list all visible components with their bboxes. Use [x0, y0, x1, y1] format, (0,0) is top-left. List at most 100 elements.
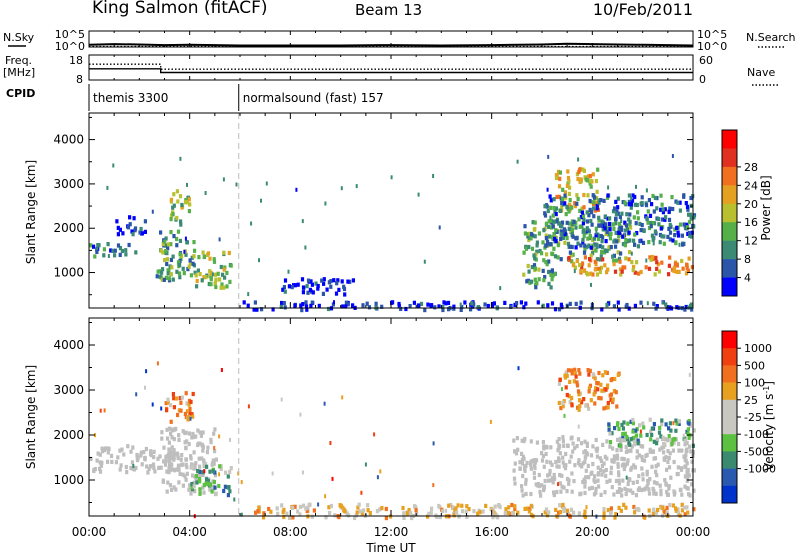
scatter-cell: [521, 473, 525, 479]
scatter-cell: [281, 510, 285, 515]
velocity-colorbar-tick-label: -100: [744, 428, 769, 441]
scatter-cell: [667, 263, 671, 268]
scatter-cell: [305, 284, 309, 289]
scatter-cell: [607, 221, 612, 227]
scatter-cell: [452, 513, 456, 518]
scatter-cell: [606, 400, 610, 406]
scatter-cell: [547, 219, 551, 224]
scatter-cell: [195, 278, 199, 284]
scatter-cell: [560, 205, 564, 210]
scatter-cell: [689, 195, 693, 201]
time-tick-label: 00:00: [676, 525, 711, 539]
freq-y-tick-label: 18: [69, 54, 83, 67]
scatter-cell: [602, 469, 606, 474]
scatter-cell: [640, 466, 644, 471]
scatter-cell: [551, 224, 555, 229]
scatter-cell: [195, 480, 199, 485]
scatter-cell: [164, 236, 168, 241]
scatter-cell: [652, 480, 657, 485]
velocity-colorbar-tick-label: -1000: [744, 463, 776, 476]
scatter-cell: [680, 233, 684, 238]
isolated-echo: [265, 181, 268, 186]
power-colorbar-tick-label: 8: [744, 253, 751, 266]
scatter-cell: [590, 485, 594, 490]
scatter-cell: [548, 472, 552, 477]
scatter-cell: [556, 255, 560, 260]
scatter-cell: [576, 241, 580, 246]
scatter-cell: [153, 469, 157, 474]
scatter-cell: [520, 484, 524, 489]
scatter-cell: [146, 470, 150, 475]
scatter-cell: [192, 450, 196, 455]
scatter-cell: [171, 428, 175, 433]
scatter-cell: [580, 210, 584, 215]
scatter-cell: [346, 279, 350, 284]
scatter-cell: [542, 464, 546, 469]
scatter-cell: [652, 236, 656, 241]
scatter-cell: [205, 464, 209, 469]
scatter-cell: [665, 505, 669, 510]
scatter-cell: [564, 451, 568, 457]
scatter-cell: [351, 278, 355, 283]
scatter-cell: [544, 451, 548, 457]
scatter-cell: [623, 220, 627, 225]
scatter-cell: [549, 198, 553, 203]
scatter-cell: [455, 510, 459, 515]
scatter-cell: [640, 200, 644, 206]
scatter-cell: [566, 368, 571, 373]
scatter-cell: [527, 244, 531, 250]
scatter-cell: [646, 478, 650, 483]
scatter-cell: [561, 400, 565, 405]
scatter-cell: [643, 486, 648, 491]
isolated-echo: [324, 201, 327, 206]
scatter-cell: [228, 469, 232, 474]
scatter-cell: [639, 433, 643, 438]
scatter-cell: [159, 248, 163, 253]
scatter-cell: [161, 250, 165, 255]
scatter-cell: [614, 212, 618, 217]
scatter-cell: [609, 510, 613, 515]
scatter-cell: [644, 203, 649, 208]
scatter-cell: [113, 253, 117, 258]
scatter-cell: [224, 470, 228, 475]
scatter-cell: [601, 227, 605, 232]
scatter-cell: [589, 253, 593, 258]
scatter-cell: [600, 249, 604, 255]
scatter-cell: [621, 426, 625, 431]
scatter-cell: [560, 473, 564, 478]
isolated-echo: [595, 514, 598, 519]
scatter-cell: [529, 236, 533, 241]
scatter-cell: [185, 240, 189, 245]
scatter-cell: [561, 435, 565, 440]
scatter-cell: [680, 258, 684, 264]
scatter-region: [554, 167, 601, 214]
scatter-cell: [561, 235, 565, 240]
scatter-cell: [621, 242, 625, 247]
scatter-cell: [677, 448, 681, 453]
velocity-colorbar-swatch: [722, 434, 737, 452]
scatter-cell: [615, 404, 619, 409]
scatter-cell: [282, 507, 286, 512]
scatter-cell: [617, 470, 621, 475]
scatter-cell: [581, 237, 585, 243]
scatter-cell: [221, 272, 225, 277]
scatter-cell: [574, 301, 578, 306]
scatter-cell: [604, 387, 608, 392]
scatter-region: [155, 229, 198, 283]
scatter-cell: [582, 217, 586, 222]
scatter-cell: [571, 252, 575, 257]
scatter-cell: [667, 426, 671, 431]
scatter-cell: [534, 252, 538, 257]
scatter-cell: [547, 259, 551, 264]
scatter-cell: [668, 237, 672, 242]
scatter-cell: [583, 490, 587, 496]
scatter-cell: [180, 205, 184, 210]
scatter-cell: [634, 437, 638, 442]
scatter-cell: [186, 200, 190, 205]
scatter-cell: [599, 492, 603, 497]
scatter-cell: [654, 306, 658, 311]
scatter-cell: [185, 439, 189, 444]
scatter-cell: [558, 472, 562, 478]
scatter-cell: [686, 427, 690, 432]
freq-label: Freq.: [5, 54, 32, 67]
